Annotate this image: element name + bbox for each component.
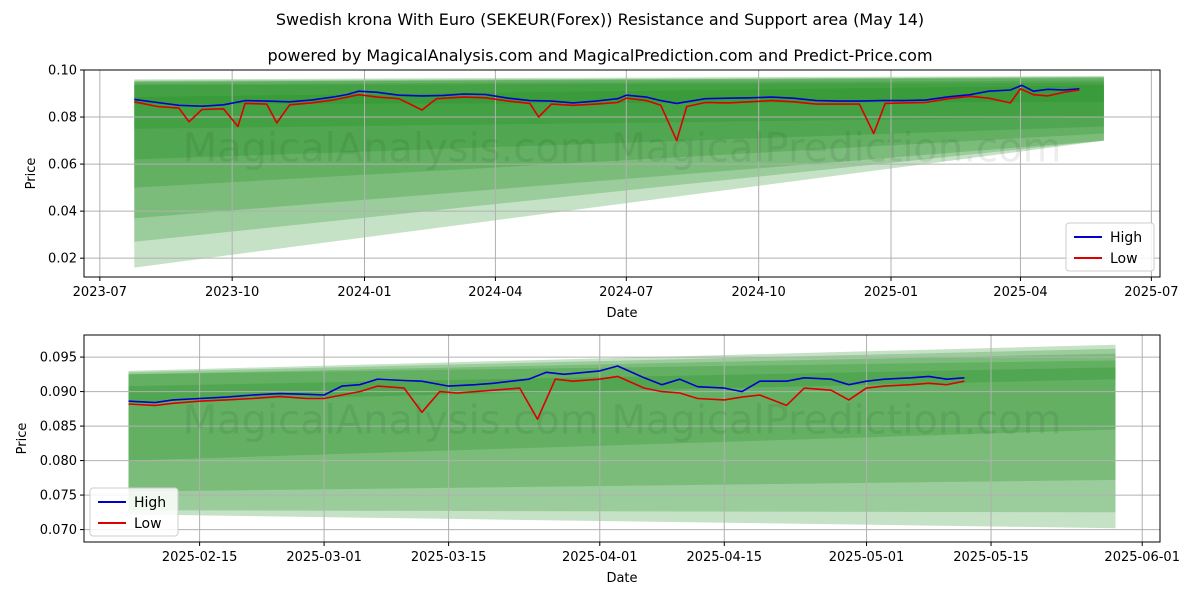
chart-2-y-tick-label: 0.070 — [40, 523, 77, 538]
chart-1-x-tick-label: 2024-07 — [599, 285, 653, 300]
chart-2-y-tick-label: 0.095 — [40, 351, 77, 366]
chart-2-x-tick-label: 2025-06-01 — [1104, 550, 1180, 565]
chart-2-legend-label-low: Low — [134, 516, 162, 532]
chart-2-band-1 — [128, 367, 1116, 402]
chart-2-y-tick-label: 0.080 — [40, 454, 77, 469]
chart-1-y-tick-label: 0.06 — [48, 158, 77, 173]
chart-2-y-axis-label: Price — [15, 423, 30, 455]
chart-1-x-tick-label: 2024-10 — [731, 285, 785, 300]
chart-2-band-5 — [128, 344, 1116, 529]
chart-1-y-axis-label: Price — [24, 158, 39, 190]
chart-2-legend-label-high: High — [134, 495, 166, 511]
chart-1-x-tick-label: 2025-07 — [1124, 285, 1178, 300]
chart-1-series-lines — [134, 84, 1080, 142]
chart-title: Swedish krona With Euro (SEKEUR(Forex)) … — [275, 10, 925, 29]
chart-1-support-resistance-bands — [134, 75, 1104, 268]
chart-2-x-tick-label: 2025-04-15 — [686, 550, 762, 565]
chart-2-x-tick-label: 2025-05-15 — [953, 550, 1029, 565]
chart-1-watermark: MagicalAnalysis.com MagicalPrediction.co… — [183, 126, 1062, 172]
chart-1-x-tick-label: 2024-01 — [337, 285, 391, 300]
chart-1-band-1 — [134, 85, 1104, 105]
chart-subtitle: powered by MagicalAnalysis.com and Magic… — [267, 46, 933, 65]
chart-2-band-2 — [128, 360, 1116, 461]
chart-1-x-tick-label: 2023-10 — [205, 285, 259, 300]
chart-2-series-low-line — [128, 375, 965, 421]
chart-1-band-7 — [134, 75, 1104, 268]
chart-1-band-6 — [134, 77, 1104, 242]
chart-1-legend-label-low: Low — [1110, 251, 1138, 267]
chart-1-series-low-line — [134, 88, 1080, 142]
chart-1-plot-frame — [83, 69, 1161, 278]
chart-2-plot-frame — [83, 334, 1161, 543]
chart-1-x-tick-label: 2025-04 — [993, 285, 1047, 300]
chart-2-y-tick-label: 0.090 — [40, 385, 77, 400]
chart-2-x-tick-label: 2025-03-01 — [286, 550, 362, 565]
chart-2-band-4 — [128, 348, 1116, 513]
chart-1-band-5 — [134, 77, 1104, 219]
chart-1-legend-label-high: High — [1110, 230, 1142, 246]
chart-1-x-axis-label: Date — [606, 306, 637, 321]
chart-2-watermark: MagicalAnalysis.com MagicalPrediction.co… — [183, 398, 1062, 444]
chart-1-x-tick-label: 2024-04 — [468, 285, 522, 300]
chart-2-series-high-line — [128, 365, 965, 404]
chart-2-x-tick-label: 2025-05-01 — [829, 550, 905, 565]
chart-1-x-tick-label: 2023-07 — [73, 285, 127, 300]
chart-2-legend: High Low — [89, 487, 179, 537]
chart-2-y-tick-label: 0.075 — [40, 489, 77, 504]
chart-2-x-tick-label: 2025-02-15 — [162, 550, 238, 565]
chart-1-band-4 — [134, 78, 1104, 188]
chart-1-series-high-line — [134, 84, 1080, 107]
chart-1-y-tick-label: 0.02 — [48, 252, 77, 267]
chart-1-y-tick-label: 0.08 — [48, 111, 77, 126]
chart-2-y-tick-label: 0.085 — [40, 420, 77, 435]
chart-1-y-tick-label: 0.04 — [48, 205, 77, 220]
chart-1-x-tick-label: 2025-01 — [864, 285, 918, 300]
chart-1-y-tick-label: 0.10 — [48, 64, 77, 79]
chart-2-x-tick-label: 2025-04-01 — [562, 550, 638, 565]
chart-1-legend: High Low — [1065, 222, 1155, 272]
chart-2-series-lines — [128, 365, 965, 421]
chart-2-x-axis-label: Date — [606, 571, 637, 586]
chart-2-x-tick-label: 2025-03-15 — [411, 550, 487, 565]
